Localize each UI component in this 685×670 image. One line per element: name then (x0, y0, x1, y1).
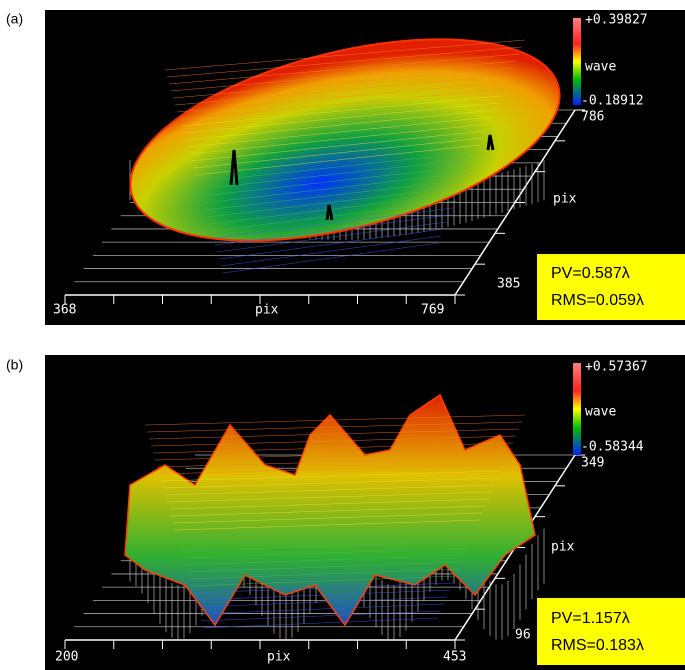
decor-line (168, 53, 520, 85)
decor-line (208, 193, 460, 225)
decor-line (222, 242, 439, 274)
decor-line (212, 207, 454, 239)
decor-line (166, 46, 523, 78)
decor-line (198, 603, 445, 615)
decor-line (168, 498, 490, 510)
y-axis-label: pix (553, 192, 577, 207)
x-axis-end: 453 (443, 650, 466, 665)
spike (229, 134, 495, 221)
decor-line (170, 60, 517, 92)
decor-line (172, 512, 484, 524)
decor-line (172, 67, 514, 99)
colorbar (573, 363, 581, 455)
decor-line (160, 470, 502, 482)
decor-line (164, 484, 496, 496)
colorbar-unit: wave (585, 405, 616, 420)
colorbar-extra: 349 (581, 456, 604, 471)
y-axis-label: pix (551, 540, 575, 555)
decor-line (210, 200, 457, 232)
decor-line (188, 568, 460, 580)
x-axis-start: 368 (53, 303, 76, 318)
decor-line (178, 533, 475, 545)
decor-line (154, 449, 511, 461)
decor-line (190, 130, 487, 162)
decor-line (180, 95, 502, 127)
decor-line (144, 414, 526, 426)
colorbar-max: +0.57367 (585, 360, 648, 375)
colorbar-min: -0.18912 (581, 94, 644, 109)
decor-line (180, 540, 472, 552)
decor-line (218, 228, 445, 260)
decor-line (194, 144, 481, 176)
surface-lines (164, 39, 526, 274)
panel-label: (a) (6, 11, 23, 27)
decor-line (148, 428, 520, 440)
decor-line (178, 88, 505, 120)
rms: RMS=0.059λ (551, 292, 644, 309)
surface (124, 393, 536, 627)
y-axis-end: 96 (515, 628, 531, 643)
decor-line (200, 610, 442, 622)
decor-line (150, 435, 517, 447)
decor-line (184, 109, 496, 141)
decor-line (204, 179, 466, 211)
colorbar (573, 18, 581, 105)
decor-line (220, 235, 442, 267)
pv: PV=1.157λ (551, 610, 630, 627)
decor-line (206, 186, 463, 218)
decor-line (214, 214, 451, 246)
decor-line (198, 158, 475, 190)
colorbar-max: +0.39827 (585, 13, 648, 28)
surface-lines (144, 414, 526, 629)
decor-line (190, 575, 457, 587)
decor-line (164, 39, 526, 71)
decor-line (166, 491, 493, 503)
decor-line (196, 596, 448, 608)
surface (129, 38, 561, 242)
decor-line (186, 116, 493, 148)
y-axis-end: 385 (497, 277, 520, 292)
x-axis-label: pix (267, 650, 291, 665)
panel: +0.39827 wave -0.18912 786 pix 385 368 p… (45, 10, 685, 325)
decor-line (202, 617, 439, 629)
rms: RMS=0.183λ (551, 637, 644, 654)
stats-box (537, 598, 685, 665)
decor-line (174, 519, 481, 531)
decor-line (146, 421, 523, 433)
decor-line (174, 74, 511, 106)
decor-line (200, 165, 472, 197)
panel: +0.57367 wave -0.58344 349 pix 96 200 pi… (45, 355, 685, 670)
decor-line (176, 81, 508, 113)
x-axis-end: 769 (421, 303, 444, 318)
decor-line (192, 137, 484, 169)
decor-line (188, 123, 490, 155)
pv: PV=0.587λ (551, 265, 630, 282)
decor-line (202, 172, 469, 204)
decor-line (184, 554, 466, 566)
decor-line (162, 477, 499, 489)
decor-line (182, 547, 469, 559)
colorbar-unit: wave (585, 60, 616, 75)
decor-line (182, 102, 499, 134)
colorbar-extra: 786 (581, 110, 604, 125)
decor-line (196, 151, 478, 183)
decor-line (216, 221, 448, 253)
decor-line (156, 456, 508, 468)
decor-line (194, 589, 451, 601)
decor-line (192, 582, 454, 594)
x-axis-start: 200 (55, 650, 78, 665)
decor-line (158, 463, 505, 475)
panel-label: (b) (6, 357, 23, 373)
stats-box (537, 254, 685, 320)
x-axis-label: pix (255, 303, 279, 318)
decor-line (176, 526, 478, 538)
decor-line (170, 505, 487, 517)
decor-line (186, 561, 463, 573)
decor-line (152, 442, 514, 454)
colorbar-min: -0.58344 (581, 440, 644, 455)
